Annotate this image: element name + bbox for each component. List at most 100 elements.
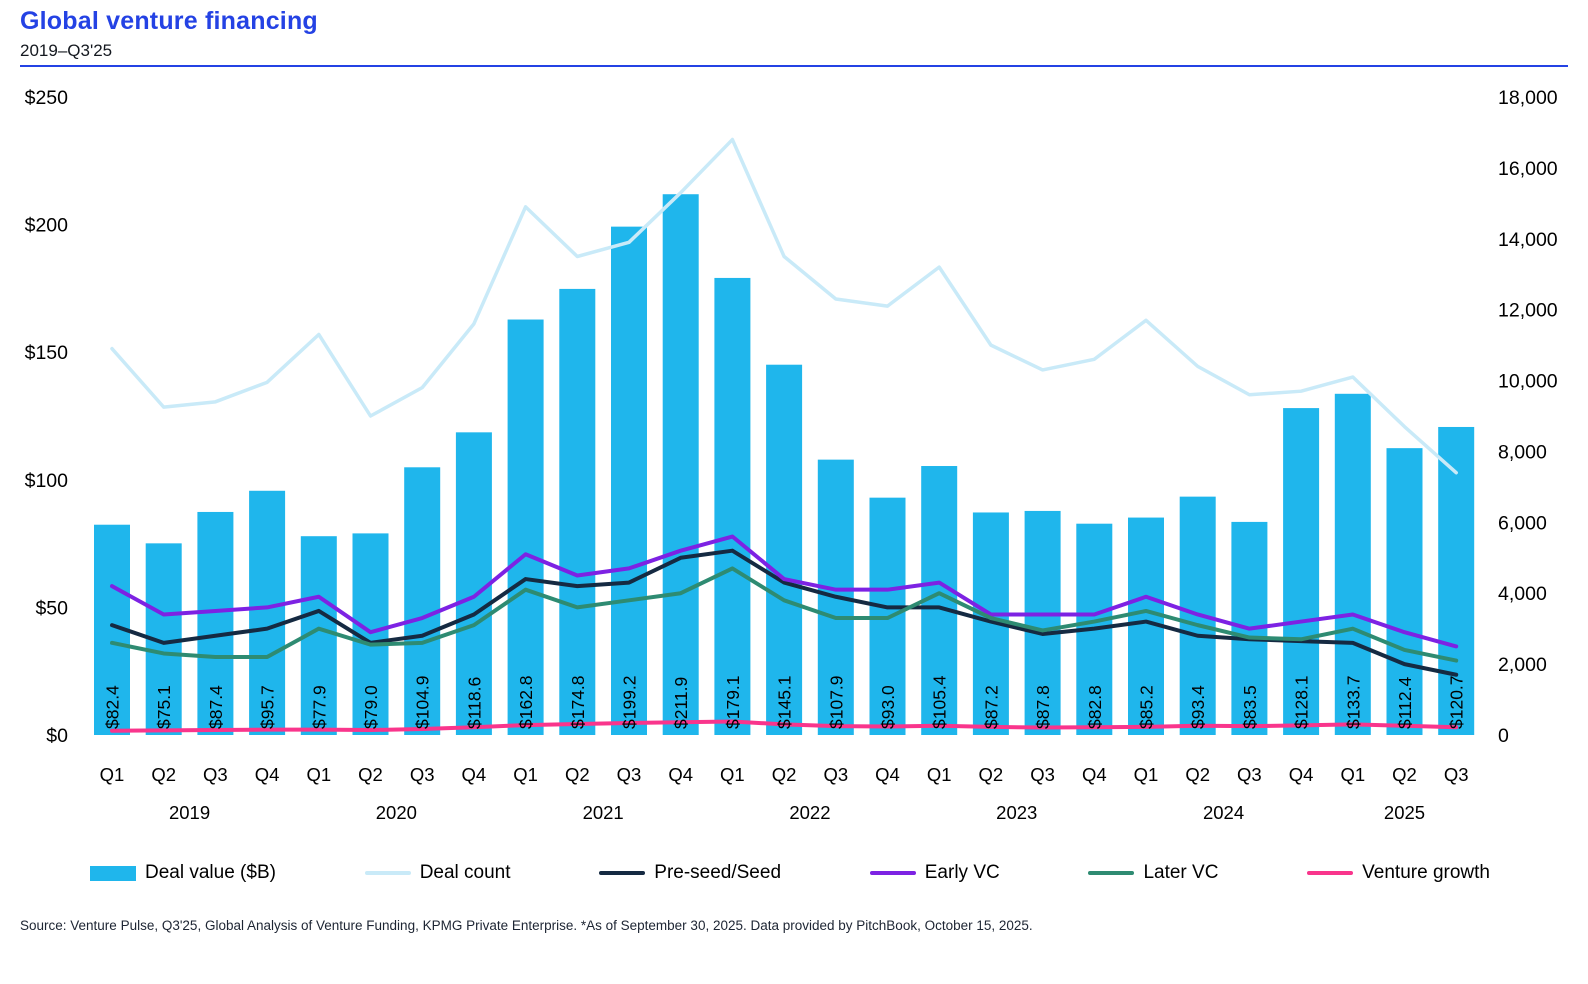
deal-value-bar <box>197 511 234 735</box>
quarter-label: Q3 <box>203 764 228 785</box>
venture-growth-line <box>110 719 1459 733</box>
chart-plot: $250 $200 $150 $100 $50 $0 18,000 16,000 14,000 1… <box>25 87 1558 823</box>
deal-value-bar <box>662 194 699 735</box>
bar-value-label: $77.9 <box>309 685 329 729</box>
bar-value-label: $105.4 <box>930 675 950 729</box>
left-axis-tick: $200 <box>25 215 69 237</box>
right-axis-tick: 4,000 <box>1498 583 1547 605</box>
legend-label-pre-seed: Pre-seed/Seed <box>654 862 782 883</box>
legend-item-deal-value: Deal value ($B) <box>90 862 276 884</box>
quarter-label: Q3 <box>1030 764 1055 785</box>
bar-value-label: $85.2 <box>1137 685 1157 729</box>
year-label: 2021 <box>583 802 624 823</box>
quarter-label: Q1 <box>720 764 745 785</box>
quarter-label: Q3 <box>617 764 642 785</box>
quarter-label: Q4 <box>875 764 900 785</box>
legend-item-early-vc: Early VC <box>869 862 1000 884</box>
right-axis-tick: 0 <box>1498 725 1509 747</box>
legend-item-deal-count: Deal count <box>364 862 511 884</box>
legend-label-later-vc: Later VC <box>1143 862 1219 883</box>
deal-value-bar <box>1334 393 1371 735</box>
pre-seed-seed-line <box>110 548 1459 677</box>
quarter-label: Q4 <box>255 764 280 785</box>
bar-value-label: $87.2 <box>981 685 1001 729</box>
quarter-label: Q2 <box>358 764 383 785</box>
bar-value-label: $79.0 <box>361 685 381 729</box>
legend-item-venture-growth: Venture growth <box>1307 862 1490 884</box>
quarter-label: Q2 <box>565 764 590 785</box>
quarter-label: Q4 <box>1289 764 1314 785</box>
legend-swatch-venture-growth <box>1307 870 1354 876</box>
bar-value-label: $83.5 <box>1240 685 1260 729</box>
bar-value-label: $145.1 <box>775 675 795 729</box>
right-axis-tick: 14,000 <box>1498 229 1558 251</box>
quarter-label: Q2 <box>979 764 1004 785</box>
deal-value-bar <box>766 364 803 735</box>
quarter-label: Q4 <box>668 764 693 785</box>
deal-value-bar <box>1283 408 1320 735</box>
bar-value-label: $87.4 <box>206 685 226 729</box>
legend-item-later-vc: Later VC <box>1088 862 1218 884</box>
deal-count-line <box>110 137 1458 475</box>
right-axis-tick: 12,000 <box>1498 300 1558 322</box>
legend-swatch-early-vc <box>869 870 916 876</box>
quarter-label: Q2 <box>1185 764 1210 785</box>
bar-value-label: $174.8 <box>568 675 588 729</box>
bar-value-label: $104.9 <box>413 675 433 729</box>
quarter-label: Q1 <box>1134 764 1159 785</box>
legend-swatch-deal-count <box>364 870 411 876</box>
quarter-label: Q2 <box>772 764 797 785</box>
quarter-label: Q1 <box>927 764 952 785</box>
quarter-label: Q3 <box>410 764 435 785</box>
deal-value-bar <box>714 277 751 735</box>
year-label: 2020 <box>376 802 417 823</box>
quarter-label: Q4 <box>462 764 487 785</box>
page-title: Global venture financing <box>20 7 318 35</box>
deal-value-bar <box>404 467 441 735</box>
legend-label-deal-value: Deal value ($B) <box>145 862 276 883</box>
bar-value-label: $93.0 <box>878 685 898 729</box>
quarter-label: Q4 <box>1082 764 1107 785</box>
left-axis-tick: $50 <box>35 597 68 619</box>
year-label: 2019 <box>169 802 210 823</box>
bar-value-label: $82.4 <box>103 685 123 729</box>
source-note: Source: Venture Pulse, Q3'25, Global Ana… <box>20 918 1033 933</box>
bar-value-label: $75.1 <box>154 685 174 729</box>
deal-value-bar <box>1386 448 1423 735</box>
bar-value-label: $93.4 <box>1188 685 1208 729</box>
legend-label-venture-growth: Venture growth <box>1362 862 1490 883</box>
legend-label-early-vc: Early VC <box>924 862 1000 883</box>
early-vc-line <box>110 534 1459 649</box>
right-axis-tick: 6,000 <box>1498 512 1547 534</box>
bar-value-label: $128.1 <box>1292 675 1312 729</box>
left-axis-tick: $150 <box>25 342 69 364</box>
bar-value-label: $82.8 <box>1085 685 1105 729</box>
bar-value-label: $179.1 <box>723 675 743 729</box>
right-axis-tick: 16,000 <box>1498 158 1558 180</box>
legend-swatch-deal-value <box>90 865 136 881</box>
deal-value-bar <box>455 432 492 735</box>
bar-value-label: $112.4 <box>1395 677 1415 729</box>
bar-value-label: $199.2 <box>620 675 640 729</box>
deal-value-bar <box>507 319 544 735</box>
bar-value-label: $120.7 <box>1447 675 1467 729</box>
left-axis-tick: $100 <box>25 470 69 492</box>
later-vc-line <box>110 566 1459 663</box>
quarter-label: Q3 <box>1237 764 1262 785</box>
deal-value-bar <box>611 226 647 735</box>
quarter-label: Q1 <box>100 764 125 785</box>
right-axis-tick: 2,000 <box>1498 654 1547 676</box>
deal-value-bar <box>559 288 596 735</box>
quarter-label: Q3 <box>1444 764 1469 785</box>
year-label: 2024 <box>1203 802 1244 823</box>
bar-value-label: $118.6 <box>464 677 484 729</box>
year-label: 2023 <box>996 802 1037 823</box>
bar-value-label: $87.8 <box>1033 685 1053 729</box>
bar-value-label: $162.8 <box>516 675 536 729</box>
quarter-label: Q3 <box>823 764 848 785</box>
quarter-label: Q1 <box>513 764 538 785</box>
left-axis-tick: $250 <box>25 87 69 109</box>
bar-value-label: $95.7 <box>258 685 278 729</box>
bar-value-label: $211.9 <box>671 677 691 729</box>
